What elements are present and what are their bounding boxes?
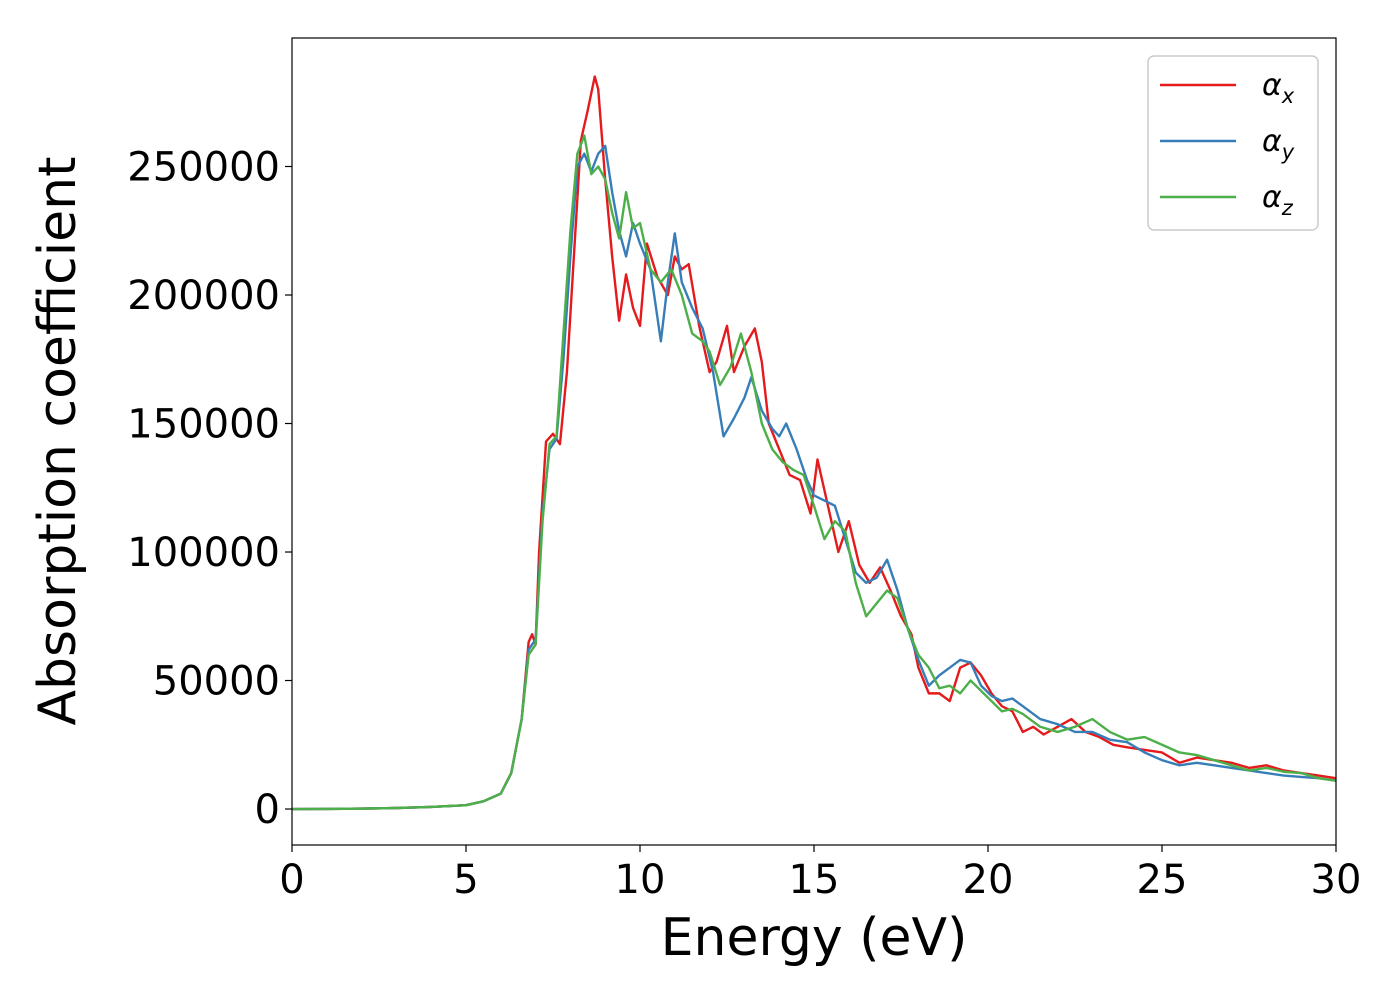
legend-label-y: αy — [1262, 124, 1295, 164]
y-tick-label: 0 — [255, 787, 280, 833]
y-tick-label: 150000 — [127, 402, 280, 448]
series-line-y — [292, 144, 1336, 811]
y-tick-label: 250000 — [127, 145, 280, 191]
x-tick-label: 20 — [963, 857, 1014, 903]
x-tick-label: 30 — [1311, 857, 1362, 903]
x-tick-label: 0 — [279, 857, 304, 903]
y-tick-label: 50000 — [153, 659, 280, 705]
x-axis: 0 5 10 15 20 25 30 — [279, 845, 1361, 903]
x-tick-label: 5 — [453, 857, 478, 903]
series-layer — [292, 75, 1336, 811]
series-line-x — [292, 75, 1336, 811]
legend: αx αy αz — [1147, 55, 1319, 231]
y-tick-label: 100000 — [127, 530, 280, 576]
legend-label-x: αx — [1262, 68, 1295, 108]
y-axis: 0 50000 100000 150000 200000 250000 — [127, 145, 292, 833]
x-tick-label: 10 — [615, 857, 666, 903]
y-tick-label: 200000 — [127, 273, 280, 319]
y-axis-title: Absorption coefficient — [28, 156, 88, 725]
series-line-z — [292, 134, 1336, 811]
x-tick-label: 25 — [1137, 857, 1188, 903]
x-axis-title: Energy (eV) — [661, 908, 968, 968]
legend-box — [1147, 55, 1319, 231]
x-tick-label: 15 — [789, 857, 840, 903]
legend-label-z: αz — [1262, 180, 1294, 220]
